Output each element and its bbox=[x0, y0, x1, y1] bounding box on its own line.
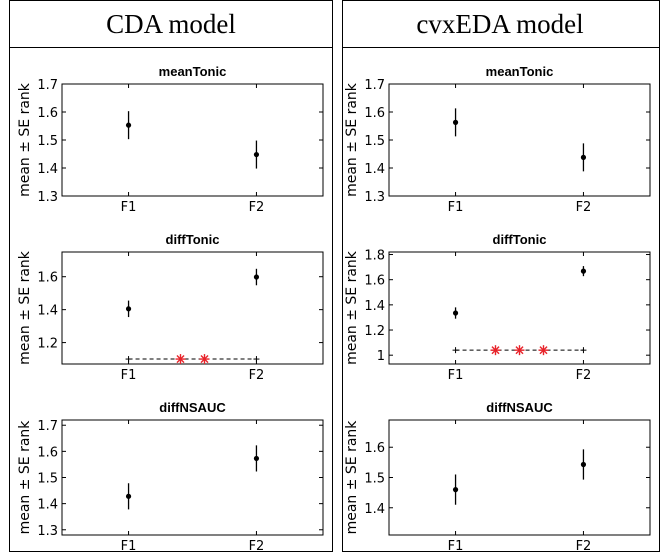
plot-area bbox=[61, 251, 324, 365]
y-axis-label: mean ± SE rank bbox=[17, 250, 33, 365]
x-tick-label: F1 bbox=[121, 539, 137, 552]
y-tick-label: 1.5 bbox=[37, 472, 58, 487]
y-tick-label: 1.3 bbox=[364, 190, 385, 205]
y-tick-label: 1.7 bbox=[364, 78, 385, 93]
y-tick-label: 1.6 bbox=[37, 271, 58, 286]
x-tick-label: F2 bbox=[576, 200, 592, 215]
data-point bbox=[452, 310, 459, 316]
x-tick-label: F2 bbox=[576, 539, 592, 552]
plot-area bbox=[388, 251, 651, 365]
plot-area bbox=[388, 83, 651, 197]
significance-asterisk bbox=[514, 345, 525, 356]
x-tick-label: F2 bbox=[249, 200, 265, 215]
plot-area bbox=[61, 83, 324, 197]
data-point bbox=[452, 487, 459, 493]
y-tick-label: 1.4 bbox=[37, 498, 58, 513]
significance-asterisk bbox=[538, 345, 549, 356]
panel-4: meanTonic mean ± SE rank 1.3 1.4 1.5 1.6 1.7 F1… bbox=[344, 64, 651, 215]
data-point bbox=[125, 493, 132, 499]
panel-6: diffNSAUC mean ± SE rank 1.4 1.5 1.6 F1 F2 bbox=[344, 400, 651, 552]
y-tick-label: 1.4 bbox=[364, 502, 385, 517]
panel-title: diffNSAUC bbox=[486, 400, 553, 415]
y-tick-label: 1.5 bbox=[37, 134, 58, 149]
y-tick-label: 1.7 bbox=[37, 78, 58, 93]
x-tick-label: F1 bbox=[448, 539, 464, 552]
y-tick-label: 1.7 bbox=[37, 419, 58, 434]
panel-title: meanTonic bbox=[159, 64, 227, 79]
panel-5: diffTonic mean ± SE rank 1 1.2 1.4 1.6 1.8 F1 F2 bbox=[344, 232, 651, 383]
data-point bbox=[253, 455, 260, 462]
data-point bbox=[253, 151, 260, 158]
y-tick-label: 1.6 bbox=[37, 445, 58, 460]
panel-title: diffTonic bbox=[166, 232, 220, 247]
panel-title: diffTonic bbox=[493, 232, 547, 247]
data-point bbox=[580, 268, 587, 274]
x-tick-label: F1 bbox=[121, 368, 137, 383]
plot-area bbox=[61, 419, 324, 536]
panel-title: meanTonic bbox=[486, 64, 554, 79]
panels: meanTonic mean ± SE rank 1.3 1.4 1.5 1.6 1.7 F1… bbox=[17, 64, 651, 552]
y-axis-label: mean ± SE rank bbox=[344, 420, 360, 535]
significance-asterisk bbox=[199, 354, 210, 365]
y-tick-label: 1.3 bbox=[37, 190, 58, 205]
column-title-cvxeda: cvxEDA model bbox=[416, 9, 583, 39]
significance-asterisk bbox=[490, 345, 501, 356]
y-tick-label: 1.4 bbox=[364, 162, 385, 177]
data-point bbox=[125, 122, 132, 128]
x-tick-label: F2 bbox=[576, 368, 592, 383]
x-tick-label: F1 bbox=[448, 368, 464, 383]
column-title-cda: CDA model bbox=[106, 9, 236, 39]
x-tick-label: F2 bbox=[249, 368, 265, 383]
y-axis-label: mean ± SE rank bbox=[344, 82, 360, 197]
column-frame-cvxeda bbox=[342, 0, 660, 552]
y-tick-label: 1.6 bbox=[364, 106, 385, 121]
y-tick-label: 1.2 bbox=[364, 324, 385, 339]
data-point bbox=[253, 274, 260, 280]
x-tick-label: F1 bbox=[448, 200, 464, 215]
y-tick-label: 1.4 bbox=[37, 162, 58, 177]
plot-area bbox=[388, 419, 651, 536]
panel-1: meanTonic mean ± SE rank 1.3 1.4 1.5 1.6 1.7 F1… bbox=[17, 64, 324, 215]
data-point bbox=[125, 306, 132, 312]
data-point bbox=[580, 154, 587, 160]
y-tick-label: 1.4 bbox=[37, 304, 58, 319]
y-tick-label: 1.6 bbox=[37, 106, 58, 121]
y-tick-label: 1.5 bbox=[364, 134, 385, 149]
x-tick-label: F2 bbox=[249, 539, 265, 552]
y-axis-label: mean ± SE rank bbox=[17, 420, 33, 535]
y-tick-label: 1.6 bbox=[364, 274, 385, 289]
y-tick-label: 1 bbox=[377, 349, 385, 364]
data-point bbox=[452, 119, 459, 125]
significance-asterisk bbox=[175, 354, 186, 365]
y-tick-label: 1.3 bbox=[37, 524, 58, 539]
y-tick-label: 1.6 bbox=[364, 441, 385, 456]
y-tick-label: 1.5 bbox=[364, 472, 385, 487]
panel-title: diffNSAUC bbox=[159, 400, 226, 415]
y-tick-label: 1.8 bbox=[364, 249, 385, 264]
data-point bbox=[580, 461, 587, 468]
y-tick-label: 1.4 bbox=[364, 299, 385, 314]
panel-2: diffTonic mean ± SE rank 1.2 1.4 1.6 F1 F2 bbox=[17, 232, 324, 383]
y-axis-label: mean ± SE rank bbox=[344, 250, 360, 365]
x-tick-label: F1 bbox=[121, 200, 137, 215]
panel-3: diffNSAUC mean ± SE rank 1.3 1.4 1.5 1.6 1.7 F1… bbox=[17, 400, 324, 552]
y-tick-label: 1.2 bbox=[37, 337, 58, 352]
y-axis-label: mean ± SE rank bbox=[17, 82, 33, 197]
